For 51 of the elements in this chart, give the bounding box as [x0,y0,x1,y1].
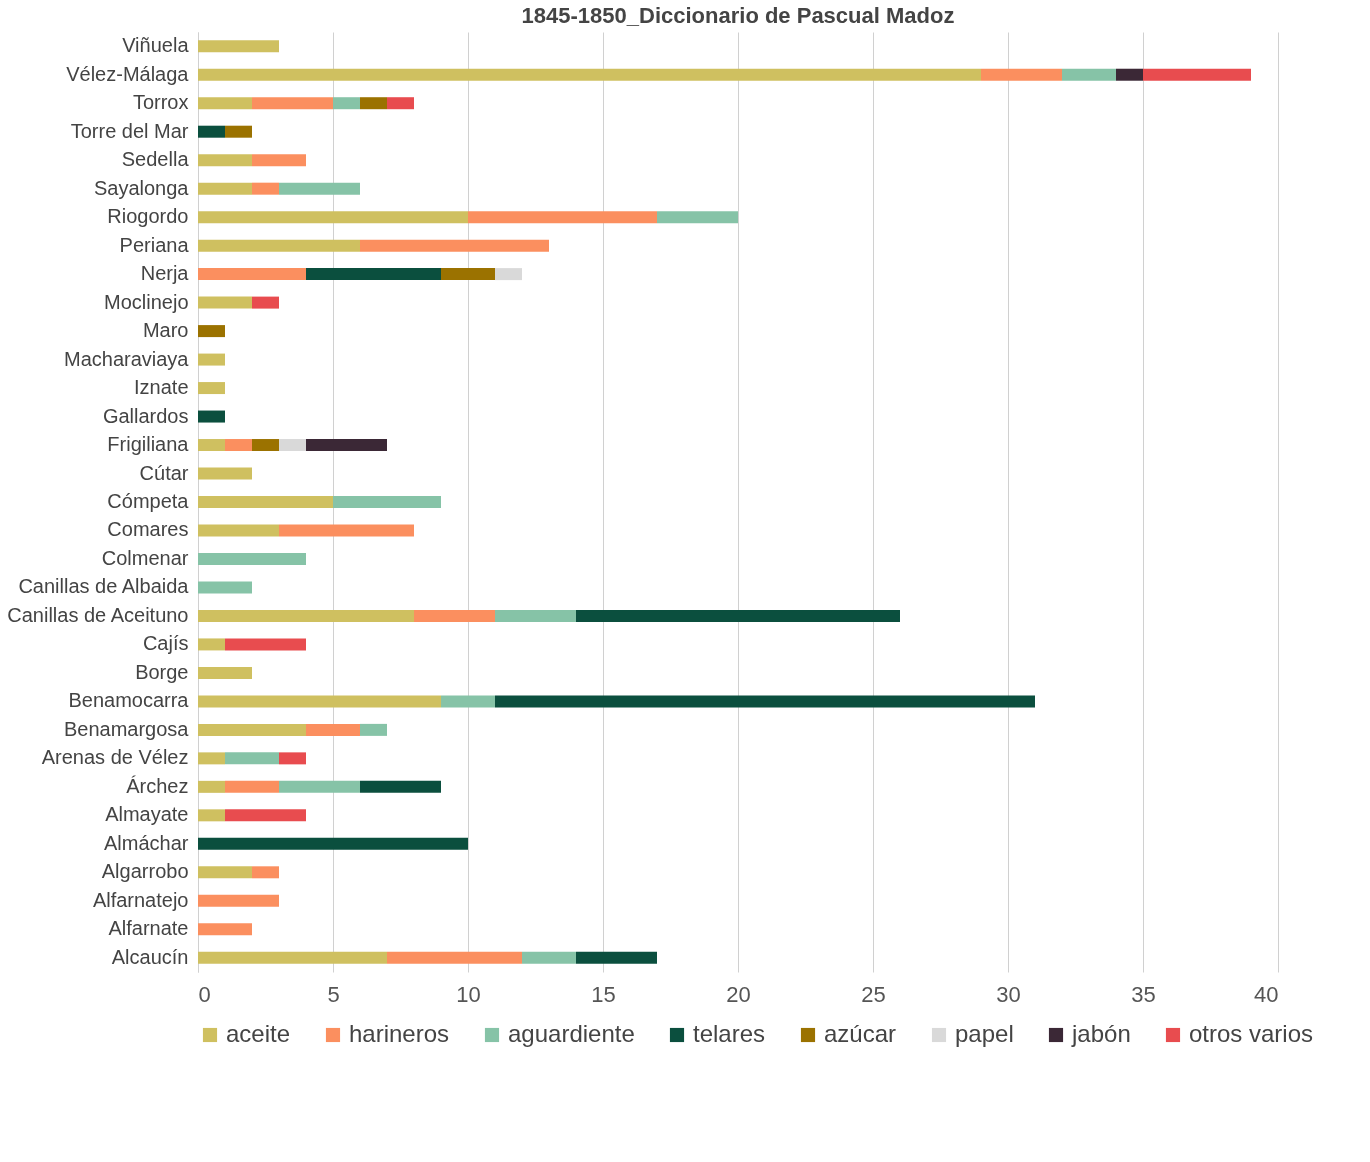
legend-label: papel [955,1020,1014,1047]
x-tick-label: 35 [1131,981,1156,1007]
legend-label: jabón [1071,1020,1131,1047]
y-tick-label: Benamocarra [68,689,190,712]
y-tick-label: Benamargosa [63,717,190,740]
x-tick-label: 40 [1254,981,1279,1007]
y-tick-label: Alfarnate [108,917,189,940]
y-tick-label: Vélez-Málaga [66,62,190,85]
y-tick-label: Cútar [139,461,189,484]
x-tick-label: 5 [327,981,340,1007]
y-tick-label: Borge [135,660,189,683]
legend-label: otros varios [1189,1020,1314,1047]
x-tick-label: 30 [996,981,1021,1007]
y-tick-label: Colmenar [101,546,189,569]
y-tick-label: Almáchar [104,831,189,854]
y-tick-label: Canillas de Albaida [18,575,190,598]
y-tick-label: Comares [107,518,189,541]
y-tick-label: Sedella [121,148,190,171]
y-tick-label: Sayalonga [93,176,190,199]
x-tick-label: 0 [198,981,211,1007]
y-tick-label: Alcaucín [111,945,189,968]
legend-label: aguardiente [508,1020,635,1047]
y-tick-label: Riogordo [107,205,189,228]
y-tick-label: Algarrobo [101,860,189,883]
y-tick-label: Torrox [132,91,189,114]
y-tick-label: Nerja [140,262,190,285]
y-tick-label: Árchez [126,774,189,797]
legend-label: aceite [226,1020,291,1047]
x-tick-label: 15 [591,981,616,1007]
x-tick-label: 10 [456,981,481,1007]
y-tick-label: Maro [142,319,189,342]
x-tick-label: 25 [861,981,886,1007]
y-tick-label: Gallardos [102,404,189,427]
y-tick-label: Viñuela [122,34,190,57]
x-tick-label: 20 [726,981,751,1007]
y-tick-label: Macharaviaya [63,347,190,370]
y-tick-label: Alfarnatejo [92,888,189,911]
y-tick-label: Canillas de Aceituno [7,603,189,626]
y-tick-label: Frigiliana [107,433,190,456]
y-tick-label: Arenas de Vélez [41,746,189,769]
legend-label: azúcar [824,1020,897,1047]
legend-label: telares [693,1020,766,1047]
y-tick-label: Moclinejo [104,290,189,313]
y-tick-label: Iznate [134,376,189,399]
chart-title: 1845-1850_Diccionario de Pascual Madoz [521,3,955,28]
y-tick-label: Cómpeta [107,490,190,512]
legend-label: harineros [349,1020,450,1047]
y-tick-label: Torre del Mar [70,119,189,142]
y-tick-label: Cajís [142,632,189,655]
y-tick-label: Almayate [105,803,189,826]
y-tick-label: Periana [119,233,190,256]
